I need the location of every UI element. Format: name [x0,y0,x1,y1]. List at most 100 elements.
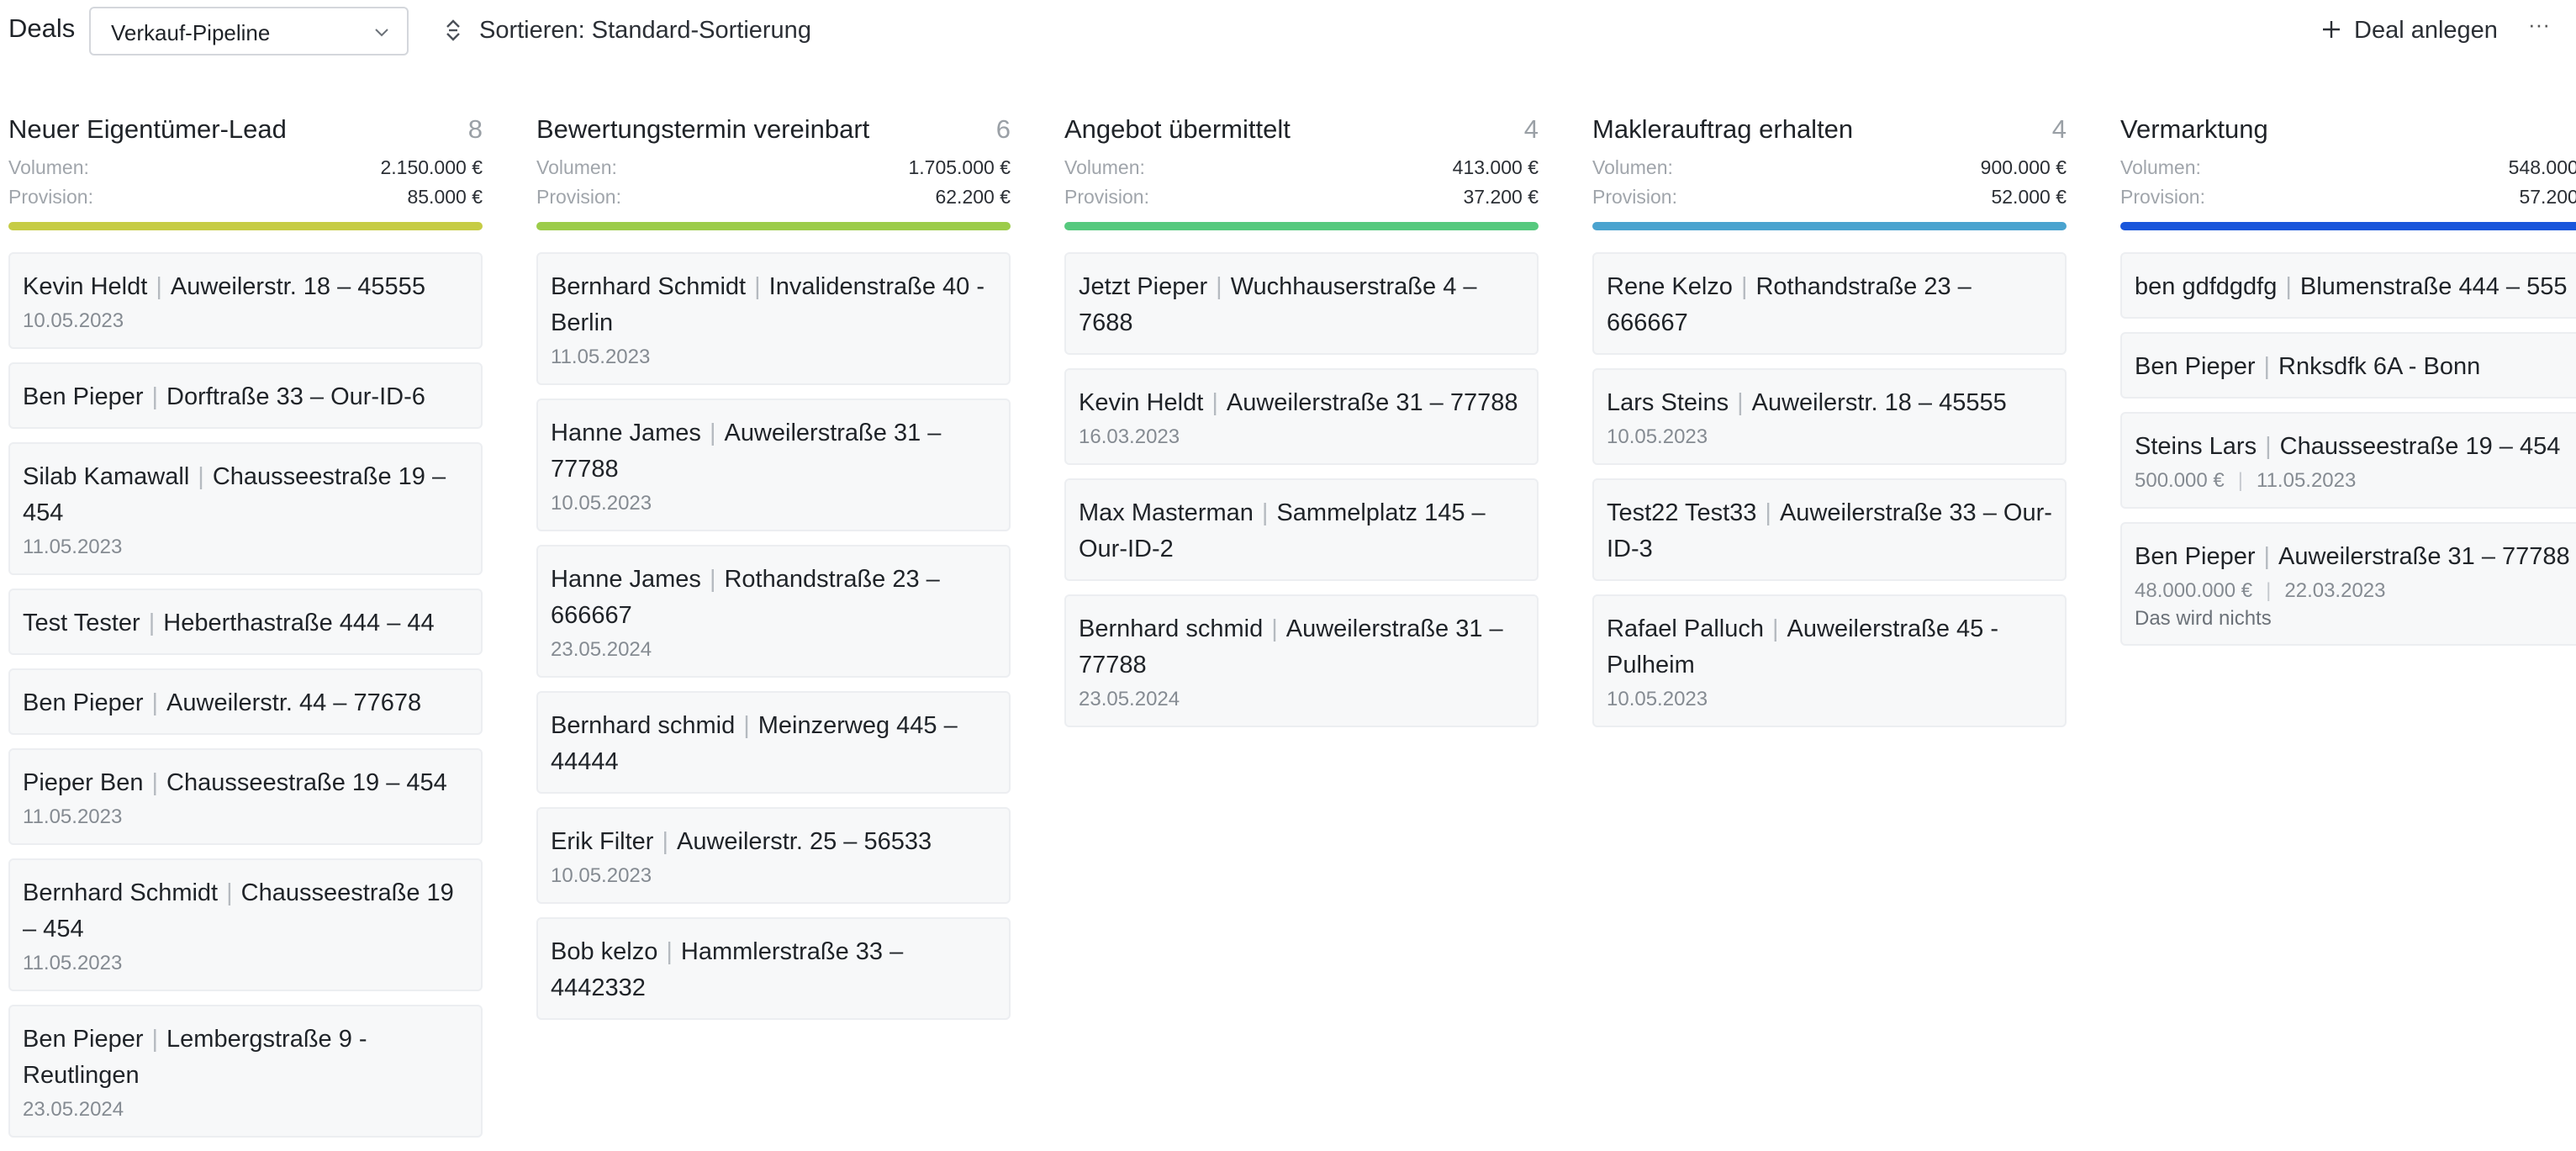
separator: | [709,566,716,593]
deal-card[interactable]: Max Masterman | Sammelplatz 145 – Our-ID-2 [1064,478,1539,581]
column-volume: Volumen: 548.000 € [2120,151,2576,181]
more-options-icon[interactable]: ··· [2528,12,2550,37]
deal-title: Kevin Heldt | Auweilerstr. 18 – 45555 [23,269,469,305]
volume-value: 413.000 € [1452,156,1539,178]
column-volume: Volumen: 1.705.000 € [536,151,1011,181]
deal-title: Hanne James | Auweilerstraße 31 – 77788 [551,415,997,488]
deal-card[interactable]: ben gdfdgdfg | Blumenstraße 444 – 555 [2120,252,2576,319]
volume-value: 1.705.000 € [908,156,1011,178]
column-header: Maklerauftrag erhalten 4 [1592,109,2067,151]
provision-label: Provision: [1592,186,1677,208]
column-provision: Provision: 52.000 € [1592,181,2067,210]
deal-address: Rothandstraße 23 – 666667 [551,566,940,629]
deal-card[interactable]: Rafael Palluch | Auweilerstraße 45 - Pulhe… [1592,594,2067,727]
deal-card[interactable]: Bob kelzo | Hammlerstraße 33 – 4442332 [536,917,1011,1020]
deal-meta: 10.05.2023 [1607,685,2053,714]
deal-card[interactable]: Test Tester | Heberthastraße 444 – 44 [8,589,483,655]
column-color-bar [2120,222,2576,230]
deal-card[interactable]: Test22 Test33 | Auweilerstraße 33 – Our-ID… [1592,478,2067,581]
card-list: Bernhard Schmidt | Invalidenstraße 40 - Be… [536,252,1011,1020]
deal-contact-name: Ben Pieper [23,1026,144,1053]
plus-icon [2323,21,2340,38]
column-count: 8 [467,114,483,144]
deal-card[interactable]: Ben Pieper | Auweilerstr. 44 – 77678 [8,668,483,735]
deal-date: 10.05.2023 [551,864,652,887]
deal-card[interactable]: Hanne James | Rothandstraße 23 – 666667 23.… [536,545,1011,678]
deal-meta: 16.03.2023 [1079,423,1525,451]
separator: | [2285,273,2292,300]
column-header: Bewertungstermin vereinbart 6 [536,109,1011,151]
card-list: ben gdfdgdfg | Blumenstraße 444 – 555 Ben P… [2120,252,2576,646]
deal-contact-name: Ben Pieper [23,689,144,716]
deal-card[interactable]: Steins Lars | Chausseestraße 19 – 454 500.0… [2120,412,2576,509]
deal-address: Chausseestraße 19 – 454 [23,463,446,526]
deal-date: 11.05.2023 [23,536,123,558]
deal-title: Bernhard schmid | Auweilerstraße 31 – 7778… [1079,611,1525,684]
column-header: Neuer Eigentümer-Lead 8 [8,109,483,151]
column-color-bar [8,222,483,230]
deal-contact-name: Bernhard Schmidt [23,879,219,906]
deal-address: Auweilerstr. 25 – 56533 [677,828,932,855]
deal-card[interactable]: Pieper Ben | Chausseestraße 19 – 454 11.05.… [8,748,483,845]
provision-label: Provision: [536,186,621,208]
deal-amount: 500.000 € [2135,469,2225,492]
deal-card[interactable]: Ben Pieper | Lembergstraße 9 - Reutlingen 2… [8,1005,483,1138]
pipeline-select[interactable]: Verkauf-Pipeline [89,7,409,55]
deal-card[interactable]: Silab Kamawall | Chausseestraße 19 – 454 11… [8,442,483,575]
deal-card[interactable]: Ben Pieper | Dorftraße 33 – Our-ID-6 [8,362,483,429]
card-list: Rene Kelzo | Rothandstraße 23 – 666667 Lars… [1592,252,2067,727]
deal-address: Auweilerstr. 18 – 45555 [170,273,425,300]
deal-address: Auweilerstraße 31 – 77788 [1226,389,1518,416]
deal-address: Auweilerstraße 45 - Pulheim [1607,615,1998,678]
deal-date: 11.05.2023 [2257,469,2357,492]
deal-meta: 10.05.2023 [551,862,997,890]
volume-label: Volumen: [1592,156,1673,178]
deal-contact-name: Ben Pieper [2135,353,2256,380]
sort-label: Sortieren: Standard-Sortierung [479,17,811,44]
volume-label: Volumen: [8,156,89,178]
deal-date: 10.05.2023 [1607,425,1708,448]
add-deal-button[interactable]: Deal anlegen [2320,8,2514,52]
page-title: Deals [8,13,76,43]
column-title: Vermarktung [2120,114,2268,144]
deal-contact-name: Bernhard schmid [551,712,736,739]
provision-value: 37.200 € [1463,186,1539,208]
deal-card[interactable]: Kevin Heldt | Auweilerstraße 31 – 77788 16.… [1064,368,1539,465]
deal-title: Ben Pieper | Auweilerstraße 31 – 77788 [2135,539,2576,575]
deal-card[interactable]: Erik Filter | Auweilerstr. 25 – 56533 10.05… [536,807,1011,904]
deal-amount: 48.000.000 € [2135,579,2253,602]
card-list: Kevin Heldt | Auweilerstr. 18 – 45555 10.05… [8,252,483,1138]
deal-date: 10.05.2023 [1607,688,1708,710]
separator: | [1271,615,1278,642]
deal-card[interactable]: Bernhard Schmidt | Chausseestraße 19 – 454… [8,858,483,991]
deal-title: Ben Pieper | Lembergstraße 9 - Reutlingen [23,1022,469,1094]
deal-card[interactable]: Bernhard schmid | Auweilerstraße 31 – 7778… [1064,594,1539,727]
volume-value: 548.000 € [2508,156,2576,178]
deal-card[interactable]: Hanne James | Auweilerstraße 31 – 77788 10.… [536,399,1011,531]
deal-meta: 500.000 € | 11.05.2023 [2135,467,2576,495]
deal-card[interactable]: Bernhard Schmidt | Invalidenstraße 40 - Be… [536,252,1011,385]
deal-card[interactable]: Rene Kelzo | Rothandstraße 23 – 666667 [1592,252,2067,355]
deal-date: 23.05.2024 [23,1098,124,1121]
deal-date: 10.05.2023 [551,492,652,515]
pipeline-select-value: Verkauf-Pipeline [111,20,271,45]
deal-card[interactable]: Ben Pieper | Auweilerstraße 31 – 77788 48.0… [2120,522,2576,646]
deal-title: Test22 Test33 | Auweilerstraße 33 – Our-ID… [1607,495,2053,568]
deal-address: Wuchhauserstraße 4 – 7688 [1079,273,1477,336]
column-color-bar [536,222,1011,230]
column-provision: Provision: 85.000 € [8,181,483,210]
deal-contact-name: Bernhard schmid [1079,615,1264,642]
deal-card[interactable]: Ben Pieper | Rnksdfk 6A - Bonn [2120,332,2576,399]
column-volume: Volumen: 2.150.000 € [8,151,483,181]
deal-title: Lars Steins | Auweilerstr. 18 – 45555 [1607,385,2053,421]
deal-card[interactable]: Jetzt Pieper | Wuchhauserstraße 4 – 7688 [1064,252,1539,355]
deal-card[interactable]: Lars Steins | Auweilerstr. 18 – 45555 10.05… [1592,368,2067,465]
deal-card[interactable]: Bernhard schmid | Meinzerweg 445 – 44444 [536,691,1011,794]
deal-card[interactable]: Kevin Heldt | Auweilerstr. 18 – 45555 10.05… [8,252,483,349]
deal-title: Rafael Palluch | Auweilerstraße 45 - Pulhe… [1607,611,2053,684]
deal-title: Bernhard Schmidt | Chausseestraße 19 – 454 [23,875,469,948]
separator: | [1772,615,1779,642]
separator: | [2265,433,2272,460]
deal-title: Ben Pieper | Rnksdfk 6A - Bonn [2135,349,2576,385]
deal-meta: 10.05.2023 [551,489,997,518]
